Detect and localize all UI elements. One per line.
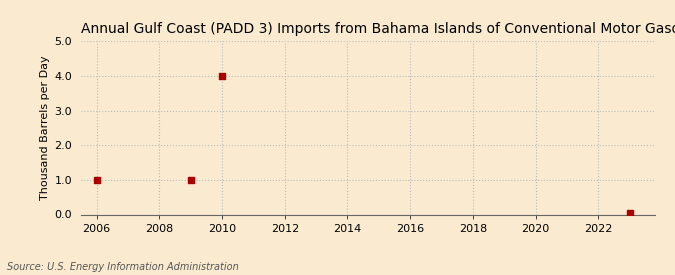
Y-axis label: Thousand Barrels per Day: Thousand Barrels per Day [40,56,50,200]
Point [186,178,196,182]
Point [217,74,227,78]
Text: Annual Gulf Coast (PADD 3) Imports from Bahama Islands of Conventional Motor Gas: Annual Gulf Coast (PADD 3) Imports from … [81,22,675,36]
Point [91,178,102,182]
Text: Source: U.S. Energy Information Administration: Source: U.S. Energy Information Administ… [7,262,238,272]
Point [624,211,635,216]
